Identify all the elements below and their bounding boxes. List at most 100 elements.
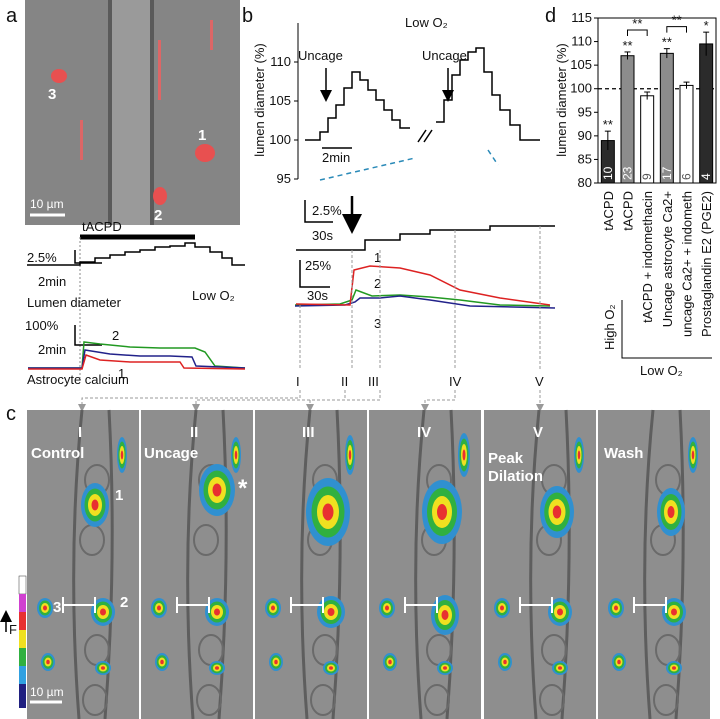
fluorescence xyxy=(672,666,676,670)
y-tick-label: 100 xyxy=(570,81,592,96)
fluorescence xyxy=(329,666,333,670)
intensity-label: F xyxy=(9,622,17,637)
fluorescence xyxy=(462,449,466,461)
panel-label: d xyxy=(545,5,556,27)
significance: ** xyxy=(662,35,672,50)
vessel-wall xyxy=(186,409,228,719)
group-label: Low O₂ xyxy=(640,363,683,378)
scale-label: 30s xyxy=(312,228,333,243)
panel-label: b xyxy=(242,5,253,27)
cell-label: 2 xyxy=(120,594,128,611)
cell-outline xyxy=(424,684,450,716)
fluorescence xyxy=(671,608,677,616)
timepoint-arrows xyxy=(78,226,544,412)
fluorescence xyxy=(101,666,105,670)
fluorescence xyxy=(215,666,219,670)
y-tick-label: 115 xyxy=(571,10,592,25)
cell-label: 2 xyxy=(154,207,162,224)
fluorescence xyxy=(212,483,222,497)
scale-label: 2.5% xyxy=(27,250,57,265)
frame-caption: Wash xyxy=(604,445,643,462)
y-tick-label: 95 xyxy=(578,104,592,119)
y-tick-label: 105 xyxy=(269,93,291,108)
n-label: 6 xyxy=(680,173,694,180)
micrograph-a xyxy=(25,0,240,225)
trace-label: Astrocyte calcium xyxy=(27,372,129,387)
fluorescence xyxy=(577,450,581,460)
frames xyxy=(27,409,710,719)
y-axis-label: lumen diameter (%) xyxy=(252,43,267,156)
scale-bar-label: 10 µm xyxy=(30,197,64,211)
scale-label: 100% xyxy=(25,318,59,333)
group-label: High O₂ xyxy=(602,304,617,350)
fluorescence xyxy=(271,605,275,611)
significance: ** xyxy=(603,117,613,132)
traces-a xyxy=(27,234,246,378)
fluorescence xyxy=(100,608,106,616)
fluorescence xyxy=(500,605,504,611)
significance: ** xyxy=(632,16,642,31)
uncage-label: Uncage xyxy=(298,48,343,63)
panel-title: Low O₂ xyxy=(405,15,448,30)
timepoint-label: III xyxy=(368,374,379,389)
y-tick-label: 110 xyxy=(270,54,291,69)
fluorescence xyxy=(274,659,278,665)
stimulus-label: tACPD xyxy=(82,219,122,234)
fluorescence xyxy=(327,608,335,616)
cell-label: 1 xyxy=(115,487,123,504)
fluorescence xyxy=(234,450,238,460)
scale-label: 25% xyxy=(305,258,331,273)
trace-number: 3 xyxy=(374,316,381,331)
frame-numeral: V xyxy=(533,424,543,441)
x-tick-label: Uncage astrocyte Ca2+ xyxy=(660,191,675,327)
trace-number: 2 xyxy=(112,328,119,343)
fluorescence xyxy=(157,605,161,611)
fluorescence xyxy=(46,659,50,665)
fluorescence xyxy=(691,450,695,460)
y-tick-label: 90 xyxy=(578,128,592,143)
timepoint-label: II xyxy=(341,374,348,389)
traces-b xyxy=(294,47,556,309)
frame-caption: Peak xyxy=(488,450,524,467)
bracket xyxy=(666,26,687,33)
frame-caption: Uncage xyxy=(144,445,198,462)
group-bracket xyxy=(621,300,712,359)
fluorescence xyxy=(214,608,220,616)
scale-label: 30s xyxy=(307,288,328,303)
cell-label: 3 xyxy=(48,86,56,103)
bar xyxy=(679,84,694,184)
frame-caption: Control xyxy=(31,445,84,462)
vessel-wall xyxy=(414,409,456,719)
fluorescence xyxy=(437,504,447,520)
fluorescence xyxy=(667,506,675,518)
vessel-wall xyxy=(529,409,571,719)
significance: * xyxy=(704,18,709,33)
x-tick-label: tACPD + indomethacin xyxy=(640,191,655,323)
n-label: 9 xyxy=(640,173,654,180)
trace-label: Lumen diameter xyxy=(27,295,122,310)
fluorescence xyxy=(120,450,124,460)
y-tick-label: 105 xyxy=(570,57,592,72)
significance: ** xyxy=(622,38,632,53)
n-label: 23 xyxy=(621,166,635,180)
fluorescence xyxy=(617,659,621,665)
bar xyxy=(620,55,635,184)
cell-label: 1 xyxy=(198,127,206,144)
marker: * xyxy=(238,475,248,502)
vessel-wall xyxy=(643,409,685,719)
fluorescence xyxy=(443,666,447,670)
n-label: 10 xyxy=(601,166,615,180)
timepoint-label: V xyxy=(535,374,544,389)
cell-label: 3 xyxy=(53,599,61,616)
fluorescence xyxy=(388,659,392,665)
fluorescence xyxy=(614,605,618,611)
bar xyxy=(699,43,714,184)
significance: ** xyxy=(672,13,682,28)
frame-numeral: II xyxy=(190,424,198,441)
y-tick-label: 85 xyxy=(578,151,592,166)
y-tick-label: 95 xyxy=(277,171,291,186)
colorbar xyxy=(0,575,27,708)
trace-number: 1 xyxy=(374,250,381,265)
cell-outline xyxy=(193,524,219,556)
cell-outline xyxy=(539,684,565,716)
